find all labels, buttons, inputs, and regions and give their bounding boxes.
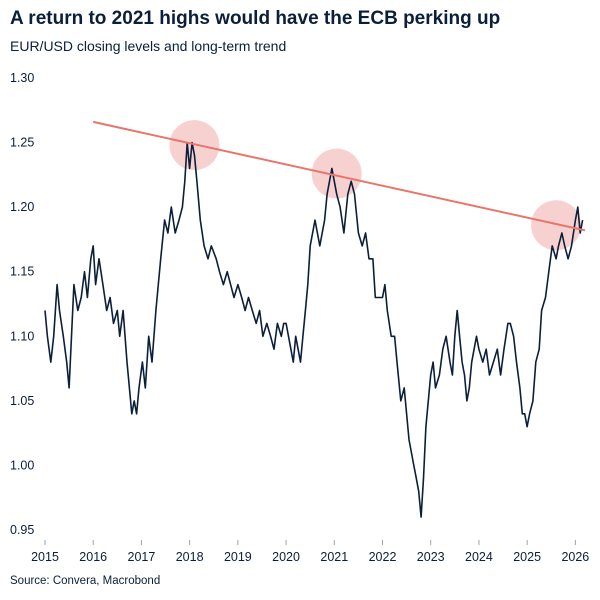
x-axis: 2015 2016 2017 2018 2019 2020 2021 2022 2023 2024… <box>31 540 589 564</box>
x-tick-label: 2017 <box>128 550 156 564</box>
y-tick-label: 1.30 <box>10 71 34 85</box>
highlight-markers <box>169 120 582 251</box>
y-tick-label: 0.95 <box>10 523 34 537</box>
x-tick-label: 2018 <box>176 550 204 564</box>
eurusd-series-line <box>44 141 584 518</box>
y-tick-label: 1.25 <box>10 136 34 150</box>
x-tick-label: 2016 <box>79 550 107 564</box>
chart-title: A return to 2021 highs would have the EC… <box>10 8 501 29</box>
x-tick-label: 2024 <box>465 550 493 564</box>
y-tick-label: 1.15 <box>10 265 34 279</box>
source-note: Source: Convera, Macrobond <box>10 575 161 587</box>
x-tick-label: 2023 <box>417 550 445 564</box>
x-tick-label: 2022 <box>369 550 397 564</box>
x-tick-label: 2026 <box>561 550 589 564</box>
x-tick-label: 2019 <box>224 550 252 564</box>
y-tick-label: 1.05 <box>10 394 34 408</box>
y-tick-label: 1.20 <box>10 200 34 214</box>
x-tick-label: 2025 <box>513 550 541 564</box>
x-tick-label: 2021 <box>320 550 348 564</box>
y-tick-label: 1.00 <box>10 458 34 472</box>
y-tick-label: 1.10 <box>10 329 34 343</box>
x-tick-label: 2015 <box>31 550 59 564</box>
highlight-circle <box>531 200 582 251</box>
chart-subtitle: EUR/USD closing levels and long-term tre… <box>10 38 287 54</box>
x-tick-label: 2020 <box>272 550 300 564</box>
long-term-trend-line <box>92 120 586 232</box>
y-axis: 0.95 1.00 1.05 1.10 1.15 1.20 1.25 1.30 <box>10 71 34 537</box>
